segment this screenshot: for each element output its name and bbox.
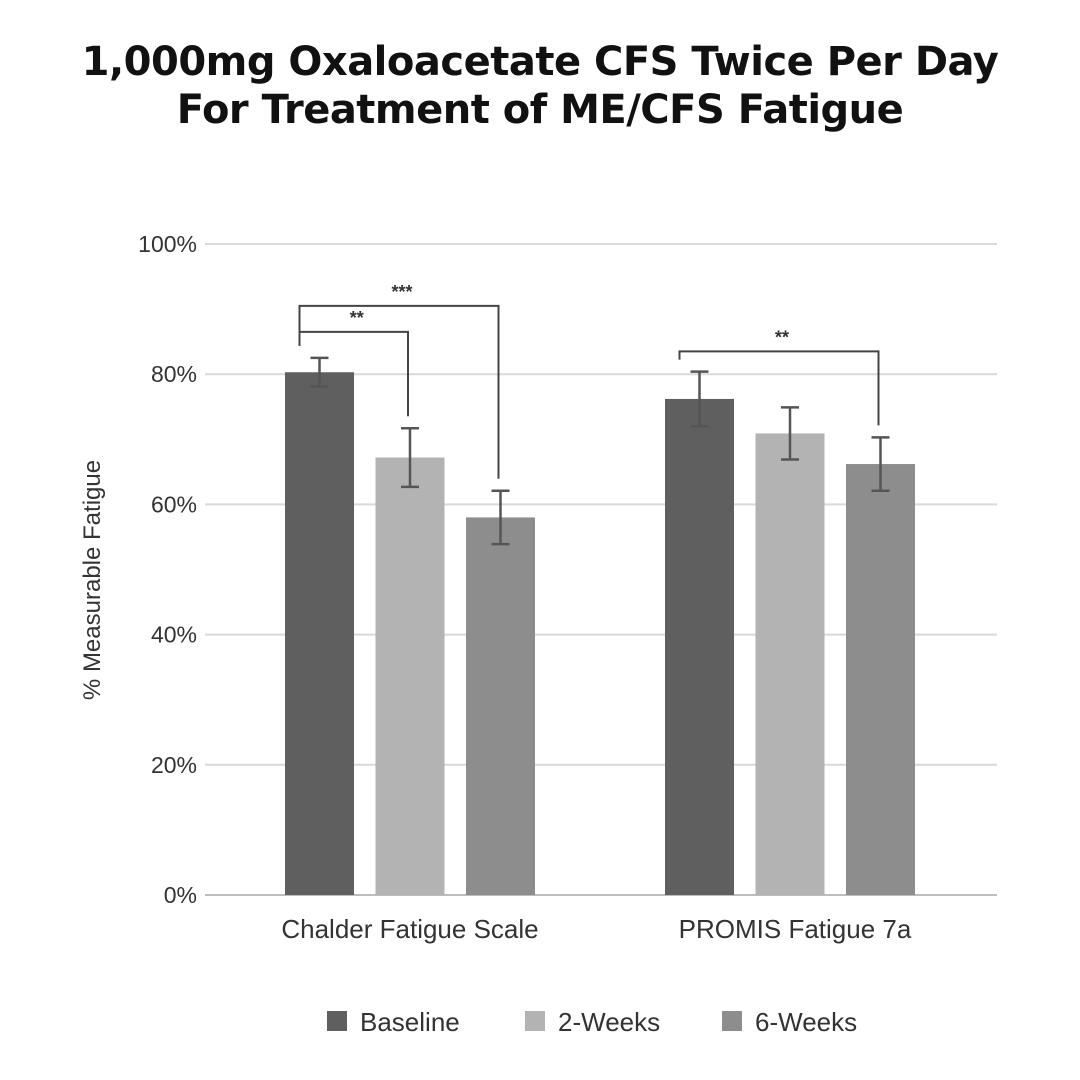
y-tick-label: 0% bbox=[164, 882, 197, 908]
y-axis-ticks: 0% 20% 40% 60% 80% 100% bbox=[138, 231, 197, 908]
y-tick-label: 100% bbox=[138, 231, 197, 257]
title-line-2: For Treatment of ME/CFS Fatigue bbox=[176, 87, 904, 133]
category-label: Chalder Fatigue Scale bbox=[281, 914, 538, 944]
significance-bracket bbox=[678, 350, 880, 426]
legend-label-2-weeks: 2-Weeks bbox=[558, 1007, 660, 1037]
y-tick-label: 60% bbox=[151, 491, 197, 517]
bar-2-weeks-1 bbox=[375, 457, 445, 895]
significance-label: ** bbox=[350, 308, 364, 328]
legend-swatch-baseline bbox=[327, 1011, 347, 1031]
bar-2-weeks-2 bbox=[755, 433, 825, 895]
significance-label: ** bbox=[775, 327, 789, 347]
legend: Baseline 2-Weeks 6-Weeks bbox=[327, 1007, 857, 1037]
bar-6-weeks-2 bbox=[846, 464, 915, 895]
significance-bracket bbox=[298, 304, 500, 479]
legend-label-baseline: Baseline bbox=[360, 1007, 460, 1037]
y-tick-label: 20% bbox=[151, 752, 197, 778]
bar-baseline-1 bbox=[285, 372, 354, 895]
category-label: PROMIS Fatigue 7a bbox=[679, 914, 912, 944]
legend-label-6-weeks: 6-Weeks bbox=[755, 1007, 857, 1037]
bar-baseline-2 bbox=[665, 398, 734, 895]
legend-swatch-2-weeks bbox=[525, 1011, 545, 1031]
y-tick-label: 40% bbox=[151, 622, 197, 648]
significance-label: *** bbox=[391, 282, 412, 302]
title-line-1: 1,000mg Oxaloacetate CFS Twice Per Day bbox=[81, 39, 999, 85]
category-labels: Chalder Fatigue Scale PROMIS Fatigue 7a bbox=[281, 914, 911, 944]
y-axis-title: % Measurable Fatigue bbox=[79, 460, 106, 700]
bar-6-weeks-1 bbox=[466, 517, 535, 895]
bars bbox=[285, 372, 915, 895]
legend-swatch-6-weeks bbox=[722, 1011, 742, 1031]
page-title: 1,000mg Oxaloacetate CFS Twice Per Day F… bbox=[0, 38, 1080, 134]
significance-brackets: ******* bbox=[298, 282, 880, 479]
y-tick-label: 80% bbox=[151, 361, 197, 387]
error-bars bbox=[310, 356, 890, 546]
